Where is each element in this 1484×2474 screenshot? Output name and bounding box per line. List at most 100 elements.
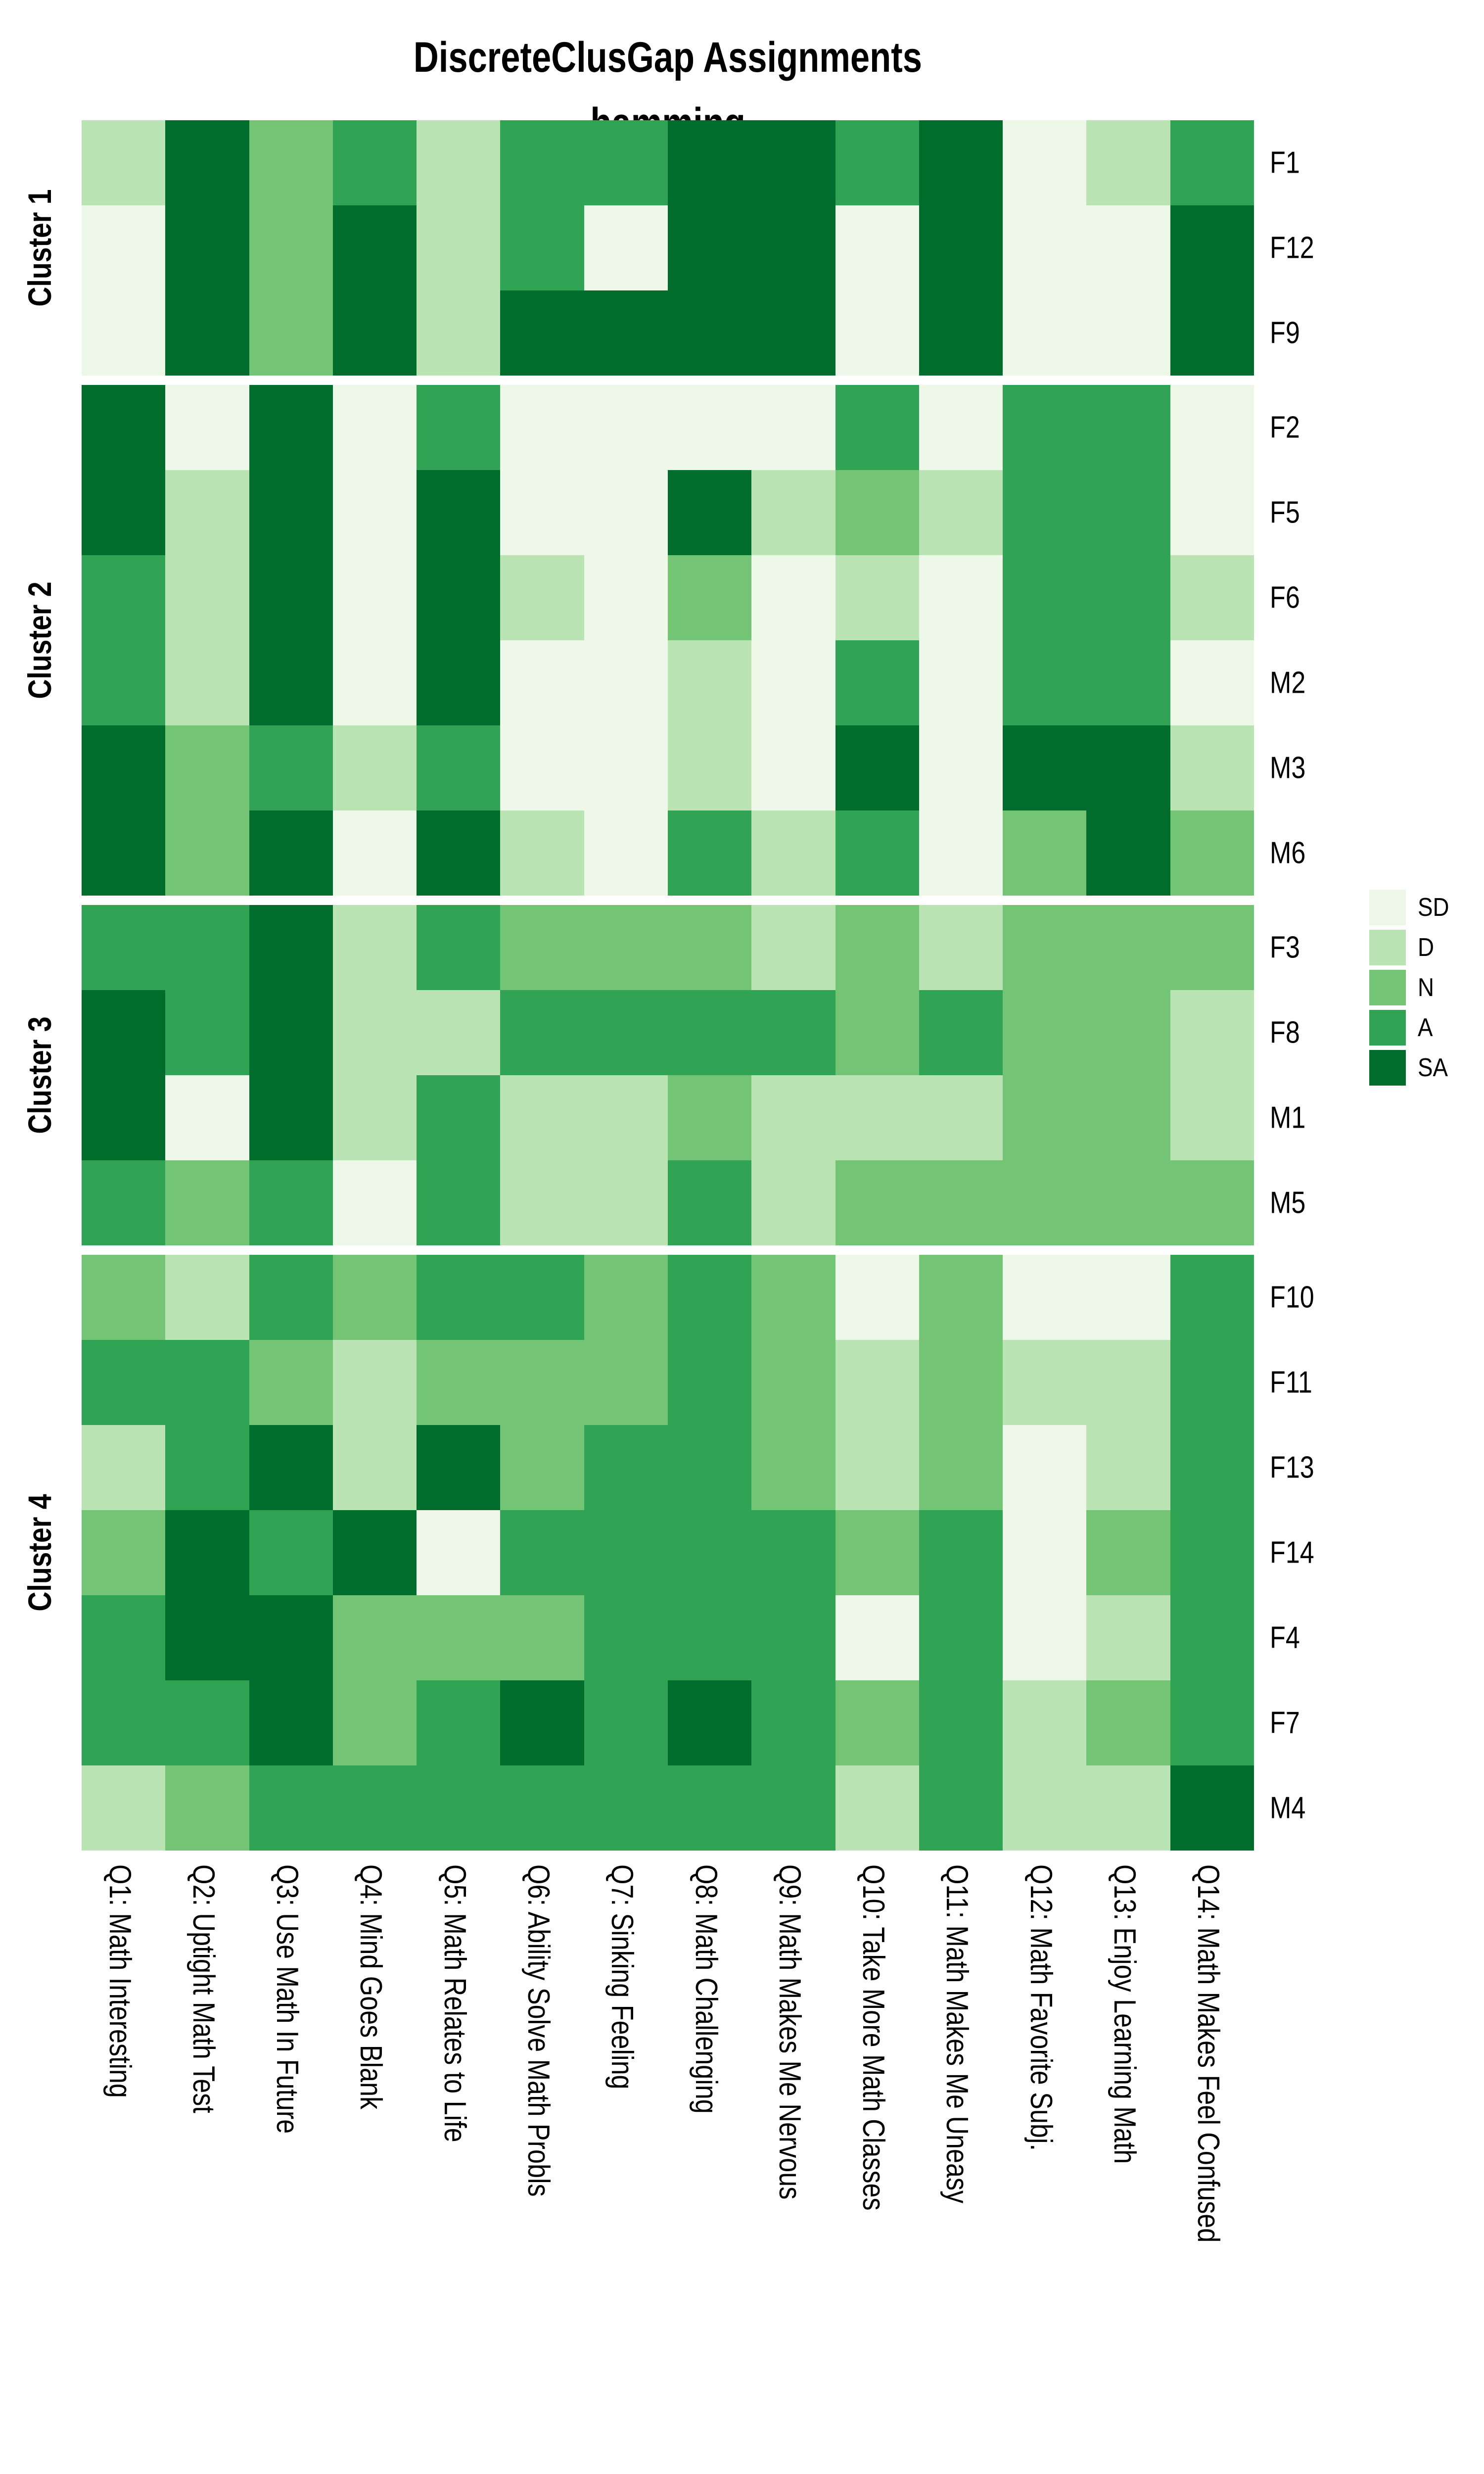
row-label: F3 (1270, 930, 1300, 965)
heatmap-cell (249, 120, 333, 205)
heatmap-cell (1170, 120, 1254, 205)
heatmap-cell (1003, 1075, 1087, 1160)
column-label: Q8: Math Challenging (689, 1864, 723, 2114)
heatmap-cell (82, 1160, 166, 1245)
heatmap-cell (584, 470, 668, 555)
heatmap-cell (668, 725, 752, 810)
legend-item: SA (1369, 1050, 1453, 1086)
heatmap-cell (751, 1425, 835, 1510)
heatmap-cell (165, 1255, 249, 1340)
heatmap-cell (332, 1680, 417, 1765)
heatmap-cell (500, 1595, 584, 1680)
heatmap-cell (332, 725, 417, 810)
heatmap-cell (1003, 385, 1087, 470)
heatmap-cell (835, 1340, 919, 1425)
heatmap-cell (919, 1255, 1003, 1340)
heatmap-cell (751, 1510, 835, 1595)
heatmap-cell (584, 290, 668, 376)
heatmap-cell (835, 1595, 919, 1680)
heatmap-cell (835, 470, 919, 555)
heatmap-cell (165, 470, 249, 555)
heatmap-cell (668, 905, 752, 990)
heatmap-cell (332, 1255, 417, 1340)
heatmap-cell (668, 290, 752, 376)
heatmap-cell (165, 1595, 249, 1680)
heatmap-cell (1086, 1680, 1170, 1765)
heatmap-cell (1003, 120, 1087, 205)
heatmap-cell (500, 290, 584, 376)
heatmap-cell (165, 1340, 249, 1425)
heatmap-cell (1170, 1510, 1254, 1595)
heatmap-cell (919, 1075, 1003, 1160)
column-label: Q1: Math Interesting (102, 1864, 137, 2098)
column-label: Q4: Mind Goes Blank (354, 1864, 388, 2109)
heatmap-cell (835, 385, 919, 470)
heatmap-cell (82, 1510, 166, 1595)
heatmap-cell (417, 1765, 501, 1851)
heatmap-cell (668, 205, 752, 290)
heatmap-cell (1086, 470, 1170, 555)
heatmap-cell (668, 640, 752, 725)
heatmap-cell (668, 385, 752, 470)
heatmap-cell (417, 725, 501, 810)
heatmap-cell (751, 1255, 835, 1340)
heatmap-cell (417, 470, 501, 555)
heatmap-cell (584, 205, 668, 290)
heatmap-cell (751, 385, 835, 470)
heatmap-cell (835, 1680, 919, 1765)
heatmap-cell (249, 725, 333, 810)
heatmap-cell (165, 725, 249, 810)
row-label: F13 (1270, 1450, 1314, 1485)
heatmap-cell (1086, 120, 1170, 205)
heatmap-cell (1170, 290, 1254, 376)
heatmap-cell (584, 1075, 668, 1160)
heatmap-cell (500, 1765, 584, 1851)
heatmap-cell (82, 1425, 166, 1510)
cluster-label: Cluster 4 (21, 1494, 58, 1612)
heatmap-cell (835, 1765, 919, 1851)
heatmap-cell (1170, 1075, 1254, 1160)
row-label: M5 (1270, 1186, 1306, 1220)
heatmap-cell (668, 1510, 752, 1595)
heatmap-cell (332, 385, 417, 470)
legend-swatch (1369, 890, 1406, 925)
heatmap-cell (332, 905, 417, 990)
heatmap-cell (919, 990, 1003, 1075)
legend-swatch (1369, 970, 1406, 1005)
heatmap-cell (668, 1425, 752, 1510)
heatmap-cell (668, 1595, 752, 1680)
row-label: M2 (1270, 666, 1306, 700)
heatmap-cell (417, 990, 501, 1075)
heatmap-cell (1170, 810, 1254, 896)
heatmap-cell (165, 990, 249, 1075)
heatmap-cell (165, 555, 249, 640)
heatmap-cell (835, 810, 919, 896)
legend-item: D (1369, 930, 1453, 965)
row-label: F8 (1270, 1015, 1300, 1050)
heatmap-cell (417, 1425, 501, 1510)
heatmap-cell (584, 990, 668, 1075)
column-label: Q2: Uptight Math Test (186, 1864, 221, 2113)
heatmap-cell (417, 385, 501, 470)
heatmap-cell (919, 1510, 1003, 1595)
heatmap-cell (835, 290, 919, 376)
heatmap-cell (919, 905, 1003, 990)
heatmap-cell (417, 905, 501, 990)
heatmap-cell (919, 810, 1003, 896)
column-label: Q14: Math Makes Feel Confused (1191, 1864, 1226, 2243)
heatmap-cell (417, 1680, 501, 1765)
heatmap-cell (919, 470, 1003, 555)
heatmap-cell (249, 1160, 333, 1245)
heatmap-cell (668, 555, 752, 640)
heatmap-cell (500, 1255, 584, 1340)
heatmap-cell (82, 810, 166, 896)
heatmap-cell (751, 205, 835, 290)
heatmap-cell (835, 120, 919, 205)
heatmap-cell (919, 1160, 1003, 1245)
heatmap-cell (500, 990, 584, 1075)
heatmap-cell (332, 290, 417, 376)
heatmap-cell (751, 990, 835, 1075)
heatmap-cell (1170, 1255, 1254, 1340)
heatmap-cell (1086, 990, 1170, 1075)
legend-item: SD (1369, 890, 1453, 925)
